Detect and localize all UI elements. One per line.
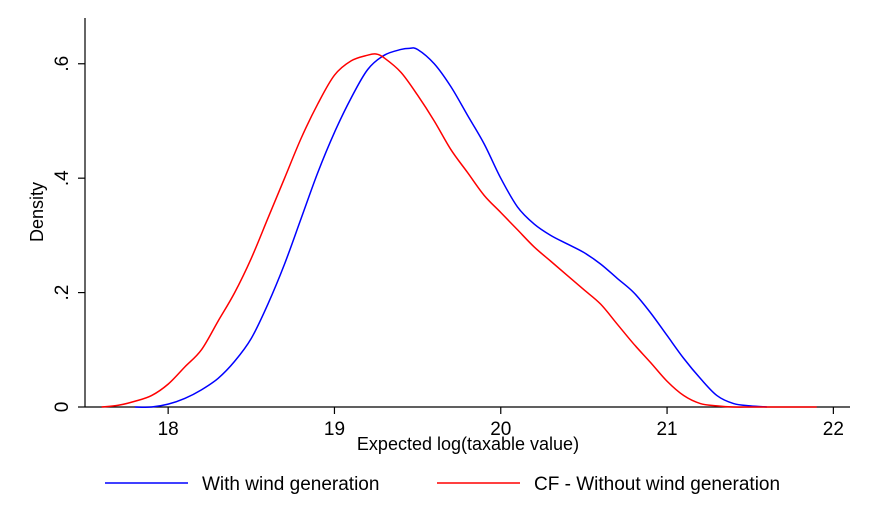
x-tick-label: 20 bbox=[490, 419, 511, 440]
x-axis-label: Expected log(taxable value) bbox=[357, 434, 579, 454]
series-lines bbox=[101, 47, 817, 408]
legend-label-with-wind: With wind generation bbox=[202, 474, 379, 495]
series-line-without-wind bbox=[101, 53, 817, 408]
y-tick-label: .4 bbox=[52, 170, 73, 186]
series-line-with-wind bbox=[134, 47, 767, 408]
axes bbox=[84, 18, 850, 408]
legend-label-without-wind: CF - Without wind generation bbox=[534, 474, 780, 495]
x-tick-label: 22 bbox=[823, 419, 844, 440]
x-tick-label: 21 bbox=[656, 419, 677, 440]
x-tick-label: 18 bbox=[158, 419, 179, 440]
legend: With wind generation CF - Without wind g… bbox=[105, 474, 780, 495]
y-tick-label: .2 bbox=[52, 285, 73, 301]
y-tick-label: 0 bbox=[52, 402, 73, 413]
ticks: 18 19 20 21 22 0 .2 .4 .6 bbox=[52, 56, 844, 440]
y-tick-label: .6 bbox=[52, 56, 73, 72]
y-axis-label: Density bbox=[27, 182, 47, 242]
x-tick-label: 19 bbox=[324, 419, 345, 440]
